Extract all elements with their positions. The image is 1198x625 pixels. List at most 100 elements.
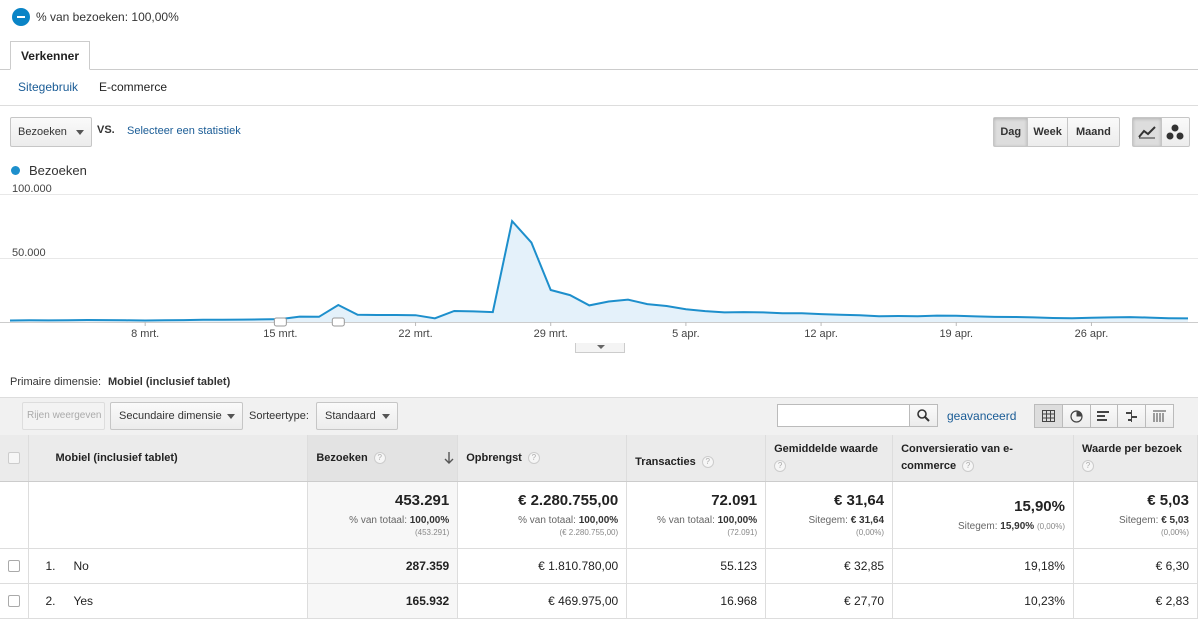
row-per-visit: € 2,83 (1073, 583, 1198, 619)
bar-chart-icon (1097, 411, 1110, 421)
pivot-view-button[interactable] (1146, 405, 1173, 427)
totals-blank (28, 481, 309, 549)
row-checkbox[interactable] (8, 595, 21, 608)
totals-sub: (0,00%) (856, 528, 885, 537)
totals-pct: € 31,64 (850, 515, 885, 526)
pivot-icon (1153, 410, 1167, 422)
performance-view-button[interactable] (1091, 405, 1119, 427)
tab-verkenner[interactable]: Verkenner (10, 41, 90, 70)
search-button[interactable] (909, 404, 938, 427)
row-transactions: 55.123 (626, 548, 767, 584)
motion-chart-button[interactable] (1162, 118, 1190, 146)
period-week-button[interactable]: Week (1028, 118, 1068, 146)
metric-select-value: Bezoeken (18, 126, 67, 138)
row-checkbox-cell (0, 548, 30, 584)
totals-pct-label: Sitegem: (1118, 515, 1159, 526)
row-revenue: € 1.810.780,00 (457, 548, 628, 584)
chart-expand-toggle[interactable] (575, 343, 625, 353)
y-tick-label: 100.000 (12, 183, 52, 195)
totals-per-visit-value: € 5,03 (1147, 492, 1189, 509)
sort-type-value: Standaard (325, 410, 376, 422)
totals-sub: (0,00%) (1160, 528, 1189, 537)
sort-type-select[interactable]: Standaard (316, 402, 398, 430)
help-icon[interactable]: ? (373, 451, 386, 464)
help-icon[interactable]: ? (1081, 459, 1094, 472)
segment-icon[interactable] (12, 8, 30, 26)
compare-metric-link[interactable]: Selecteer een statistiek (127, 125, 241, 137)
line-chart-button[interactable] (1133, 118, 1162, 146)
help-icon[interactable]: ? (774, 459, 787, 472)
totals-pct: 100,00% (578, 515, 619, 526)
period-day-button[interactable]: Dag (994, 118, 1029, 146)
header-per-visit[interactable]: Waarde per bezoek? (1073, 435, 1198, 482)
header-conversion-label: Conversieratio van e-commerce (901, 442, 1013, 472)
table-grid-icon (1041, 410, 1055, 422)
row-avg-value: € 27,70 (765, 583, 894, 619)
help-icon[interactable]: ? (701, 455, 714, 468)
header-visits-label: Bezoeken (316, 451, 368, 464)
totals-conversion-value: 15,90% (1014, 497, 1065, 515)
table-view-button[interactable] (1035, 405, 1063, 427)
table-row: 2. Yes 165.932 € 469.975,00 16.968 € 27,7… (0, 583, 1198, 619)
annotation-marker (331, 317, 345, 327)
chevron-down-icon (227, 414, 235, 419)
row-conversion: 10,23% (892, 583, 1074, 619)
row-checkbox[interactable] (8, 560, 21, 573)
totals-pct-label: % van totaal: (518, 515, 576, 526)
metric-select[interactable]: Bezoeken (10, 117, 92, 147)
header-dimension[interactable]: Mobiel (inclusief tablet) (28, 435, 309, 482)
row-visits: 165.932 (307, 583, 459, 619)
select-all-checkbox[interactable] (8, 451, 21, 464)
x-tick-label: 19 apr. (939, 328, 973, 340)
totals-avg-value: € 31,64 Sitegem: € 31,64 (0,00%) (765, 481, 894, 549)
search-icon (917, 409, 930, 422)
row-checkbox-cell (0, 583, 30, 619)
table-header-row: Mobiel (inclusief tablet) Bezoeken? Opbr… (0, 435, 1198, 482)
sort-arrow-down-icon (444, 452, 454, 464)
row-name-link[interactable]: Yes (73, 593, 94, 608)
totals-pct-label: Sitegem: (808, 515, 848, 526)
plot-rows-button[interactable]: Rijen weergeven (22, 402, 105, 430)
totals-transactions-value: 72.091 (711, 492, 758, 509)
line-chart-icon (1137, 126, 1156, 139)
data-table: Mobiel (inclusief tablet) Bezoeken? Opbr… (0, 435, 1198, 619)
header-visits[interactable]: Bezoeken? (307, 435, 459, 482)
select-all-cell (0, 435, 30, 482)
x-tick-label: 5 apr. (672, 328, 700, 340)
secondary-dimension-select[interactable]: Secundaire dimensie (110, 402, 243, 430)
header-transactions[interactable]: Transacties? (626, 435, 767, 482)
annotation-marker (273, 317, 287, 327)
row-per-visit: € 6,30 (1073, 548, 1198, 584)
pie-view-button[interactable] (1063, 405, 1091, 427)
series-line-bezoeken (9, 218, 1189, 322)
header-revenue-label: Opbrengst (466, 451, 522, 464)
row-name-link[interactable]: No (73, 558, 89, 573)
advanced-filter-link[interactable]: geavanceerd (947, 409, 1017, 423)
chart-type-group (1132, 117, 1190, 147)
header-avg-value-label: Gemiddelde waarde (774, 442, 879, 455)
x-tick-label: 15 mrt. (263, 328, 297, 340)
pie-chart-icon (1070, 409, 1083, 423)
header-revenue[interactable]: Opbrengst? (457, 435, 628, 482)
x-tick-label: 12 apr. (804, 328, 838, 340)
totals-sub: (72.091) (727, 528, 758, 537)
bubble-chart-icon (1166, 124, 1184, 140)
vs-label: VS. (97, 124, 115, 136)
x-tick-label: 8 mrt. (131, 328, 159, 340)
header-conversion[interactable]: Conversieratio van e-commerce? (892, 435, 1074, 482)
header-avg-value[interactable]: Gemiddelde waarde? (765, 435, 894, 482)
help-icon[interactable]: ? (962, 459, 975, 472)
x-tick-label: 29 mrt. (534, 328, 568, 340)
totals-avg-value-value: € 31,64 (834, 492, 885, 509)
table-search-input[interactable] (777, 404, 910, 427)
help-icon[interactable]: ? (527, 451, 540, 464)
totals-sub: (0,00%) (1036, 521, 1065, 531)
y-tick-label: 50.000 (12, 247, 46, 259)
comparison-view-button[interactable] (1118, 405, 1147, 427)
totals-sub: (€ 2.280.755,00) (559, 528, 619, 537)
primary-dimension-value[interactable]: Mobiel (inclusief tablet) (108, 376, 231, 388)
period-month-button[interactable]: Maand (1075, 126, 1111, 138)
subtab-sitegebruik[interactable]: Sitegebruik (18, 80, 79, 94)
subtab-ecommerce[interactable]: E-commerce (99, 80, 168, 94)
legend-label: Bezoeken (29, 163, 87, 178)
